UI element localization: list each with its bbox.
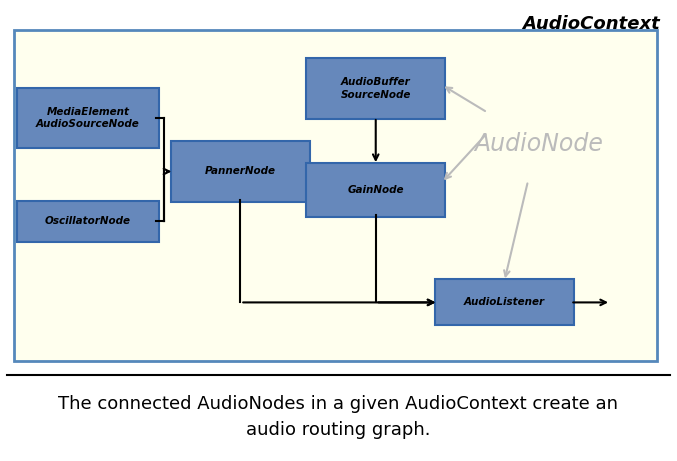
Text: AudioBuffer
SourceNode: AudioBuffer SourceNode bbox=[341, 77, 411, 100]
FancyBboxPatch shape bbox=[17, 88, 159, 148]
Text: MediaElement
AudioSourceNode: MediaElement AudioSourceNode bbox=[36, 107, 140, 129]
Text: AudioContext: AudioContext bbox=[523, 15, 660, 33]
Text: PannerNode: PannerNode bbox=[205, 166, 276, 177]
FancyBboxPatch shape bbox=[307, 58, 445, 119]
Text: OscillatorNode: OscillatorNode bbox=[45, 216, 131, 226]
FancyBboxPatch shape bbox=[307, 163, 445, 217]
Text: AudioListener: AudioListener bbox=[464, 297, 545, 307]
FancyBboxPatch shape bbox=[17, 201, 159, 242]
FancyBboxPatch shape bbox=[14, 30, 657, 361]
Text: GainNode: GainNode bbox=[347, 185, 404, 195]
Text: The connected AudioNodes in a given AudioContext create an
audio routing graph.: The connected AudioNodes in a given Audi… bbox=[58, 395, 619, 439]
FancyBboxPatch shape bbox=[171, 141, 309, 202]
FancyBboxPatch shape bbox=[435, 279, 573, 325]
Text: AudioNode: AudioNode bbox=[474, 132, 603, 156]
